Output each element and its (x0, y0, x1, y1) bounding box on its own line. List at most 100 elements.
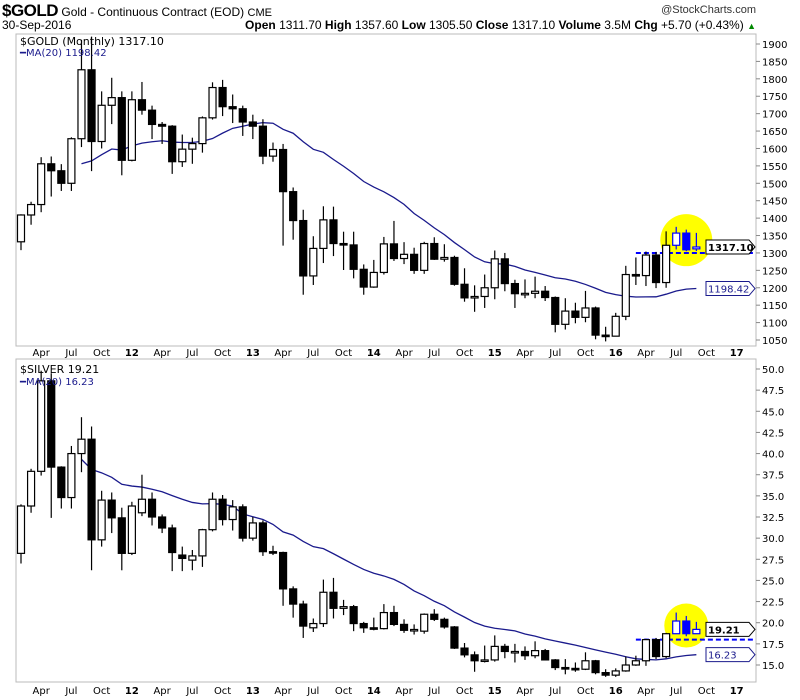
y-tick-label: 50.0 (762, 365, 784, 376)
candle (147, 492, 157, 526)
candle-body (410, 253, 419, 271)
candle (641, 638, 651, 666)
candle (672, 226, 681, 250)
y-tick-label: 35.0 (762, 492, 784, 503)
candle-body (87, 438, 96, 541)
candle (87, 36, 96, 172)
candle-body (601, 334, 610, 338)
silver-ma-legend-text: MA(20) 16.23 (26, 377, 94, 388)
candle-body (379, 611, 388, 630)
candle (26, 201, 36, 225)
y-tick-label: 47.5 (762, 386, 784, 397)
candle (510, 643, 520, 663)
x-tick-label: Apr (516, 348, 534, 359)
x-tick-label: Oct (93, 348, 110, 359)
x-tick-label: Apr (274, 686, 292, 697)
candle-body (77, 69, 86, 140)
candle (97, 490, 106, 547)
candle-body (389, 243, 399, 260)
candle (662, 632, 671, 659)
x-tick-label: 12 (125, 348, 139, 359)
symbol: $GOLD (2, 1, 59, 20)
candle (218, 79, 227, 117)
candle-body (258, 522, 268, 553)
close-label: Close (475, 18, 509, 32)
candle-body (228, 106, 237, 110)
candle-body (369, 627, 378, 630)
x-tick-label: 13 (246, 686, 260, 697)
candle (158, 122, 167, 144)
candle-body (319, 591, 328, 625)
candle-body (399, 623, 409, 631)
x-tick-label: Jul (185, 348, 198, 359)
candle (238, 105, 247, 136)
y-tick-label: 1800 (762, 75, 787, 86)
candle (359, 621, 368, 633)
candle-body (228, 506, 237, 521)
x-tick-label: 15 (488, 686, 502, 697)
gold-ma-legend: ━MA(20) 1198.42 (20, 48, 107, 59)
candle-body (480, 287, 489, 298)
candle (268, 142, 278, 162)
candle-body (651, 254, 661, 284)
candle (198, 116, 207, 153)
x-tick-label: Oct (698, 686, 715, 697)
candle-body (289, 588, 298, 605)
candle (117, 91, 126, 176)
gold-ma-legend-text: MA(20) 1198.42 (26, 48, 107, 59)
candle (37, 157, 46, 213)
y-tick-label: 1850 (762, 57, 787, 68)
candle (420, 241, 429, 274)
candle-body (97, 499, 106, 541)
x-tick-label: Oct (93, 686, 110, 697)
y-tick-label: 1050 (762, 336, 787, 347)
candle-body (682, 620, 691, 635)
candle-body (309, 247, 318, 277)
candle-body (561, 666, 570, 670)
exchange: CME (247, 7, 272, 19)
y-tick-label: 1300 (762, 249, 787, 260)
candle-body (490, 258, 499, 289)
candle (77, 39, 86, 148)
chg-value: +5.70 (+0.43%) (661, 18, 744, 32)
candle (621, 656, 630, 672)
x-tick-label: Oct (214, 686, 231, 697)
candle-body (460, 283, 469, 299)
x-tick-label: 14 (367, 686, 381, 697)
candle-body (420, 242, 429, 271)
x-tick-label: Apr (395, 686, 413, 697)
candle (319, 579, 328, 627)
candle-body (26, 470, 36, 507)
candle-body (581, 660, 590, 670)
candle-body (641, 639, 651, 662)
candle-body (359, 268, 368, 288)
candle (641, 251, 651, 287)
candle (278, 551, 288, 606)
candle (248, 114, 257, 140)
candle-body (591, 307, 600, 336)
x-tick-label: Apr (33, 686, 51, 697)
candle (147, 105, 157, 140)
candle (520, 279, 530, 299)
x-tick-label: Oct (456, 686, 473, 697)
candle (440, 244, 449, 262)
candle (480, 645, 489, 663)
y-tick-label: 25.0 (762, 576, 784, 587)
candle (198, 528, 207, 567)
y-tick-label: 1200 (762, 284, 787, 295)
candle-body (450, 626, 459, 649)
candle-body (16, 505, 26, 554)
candle-body (672, 620, 681, 635)
x-tick-label: 16 (609, 686, 623, 697)
candle (450, 626, 459, 649)
x-tick-label: Apr (153, 686, 171, 697)
candle (359, 264, 368, 295)
candle-body (611, 315, 620, 337)
x-tick-label: 12 (125, 686, 139, 697)
y-tick-label: 42.5 (762, 428, 784, 439)
candle-body (339, 606, 348, 609)
x-tick-label: Apr (516, 686, 534, 697)
candle-body (530, 650, 540, 657)
candle (530, 641, 540, 659)
